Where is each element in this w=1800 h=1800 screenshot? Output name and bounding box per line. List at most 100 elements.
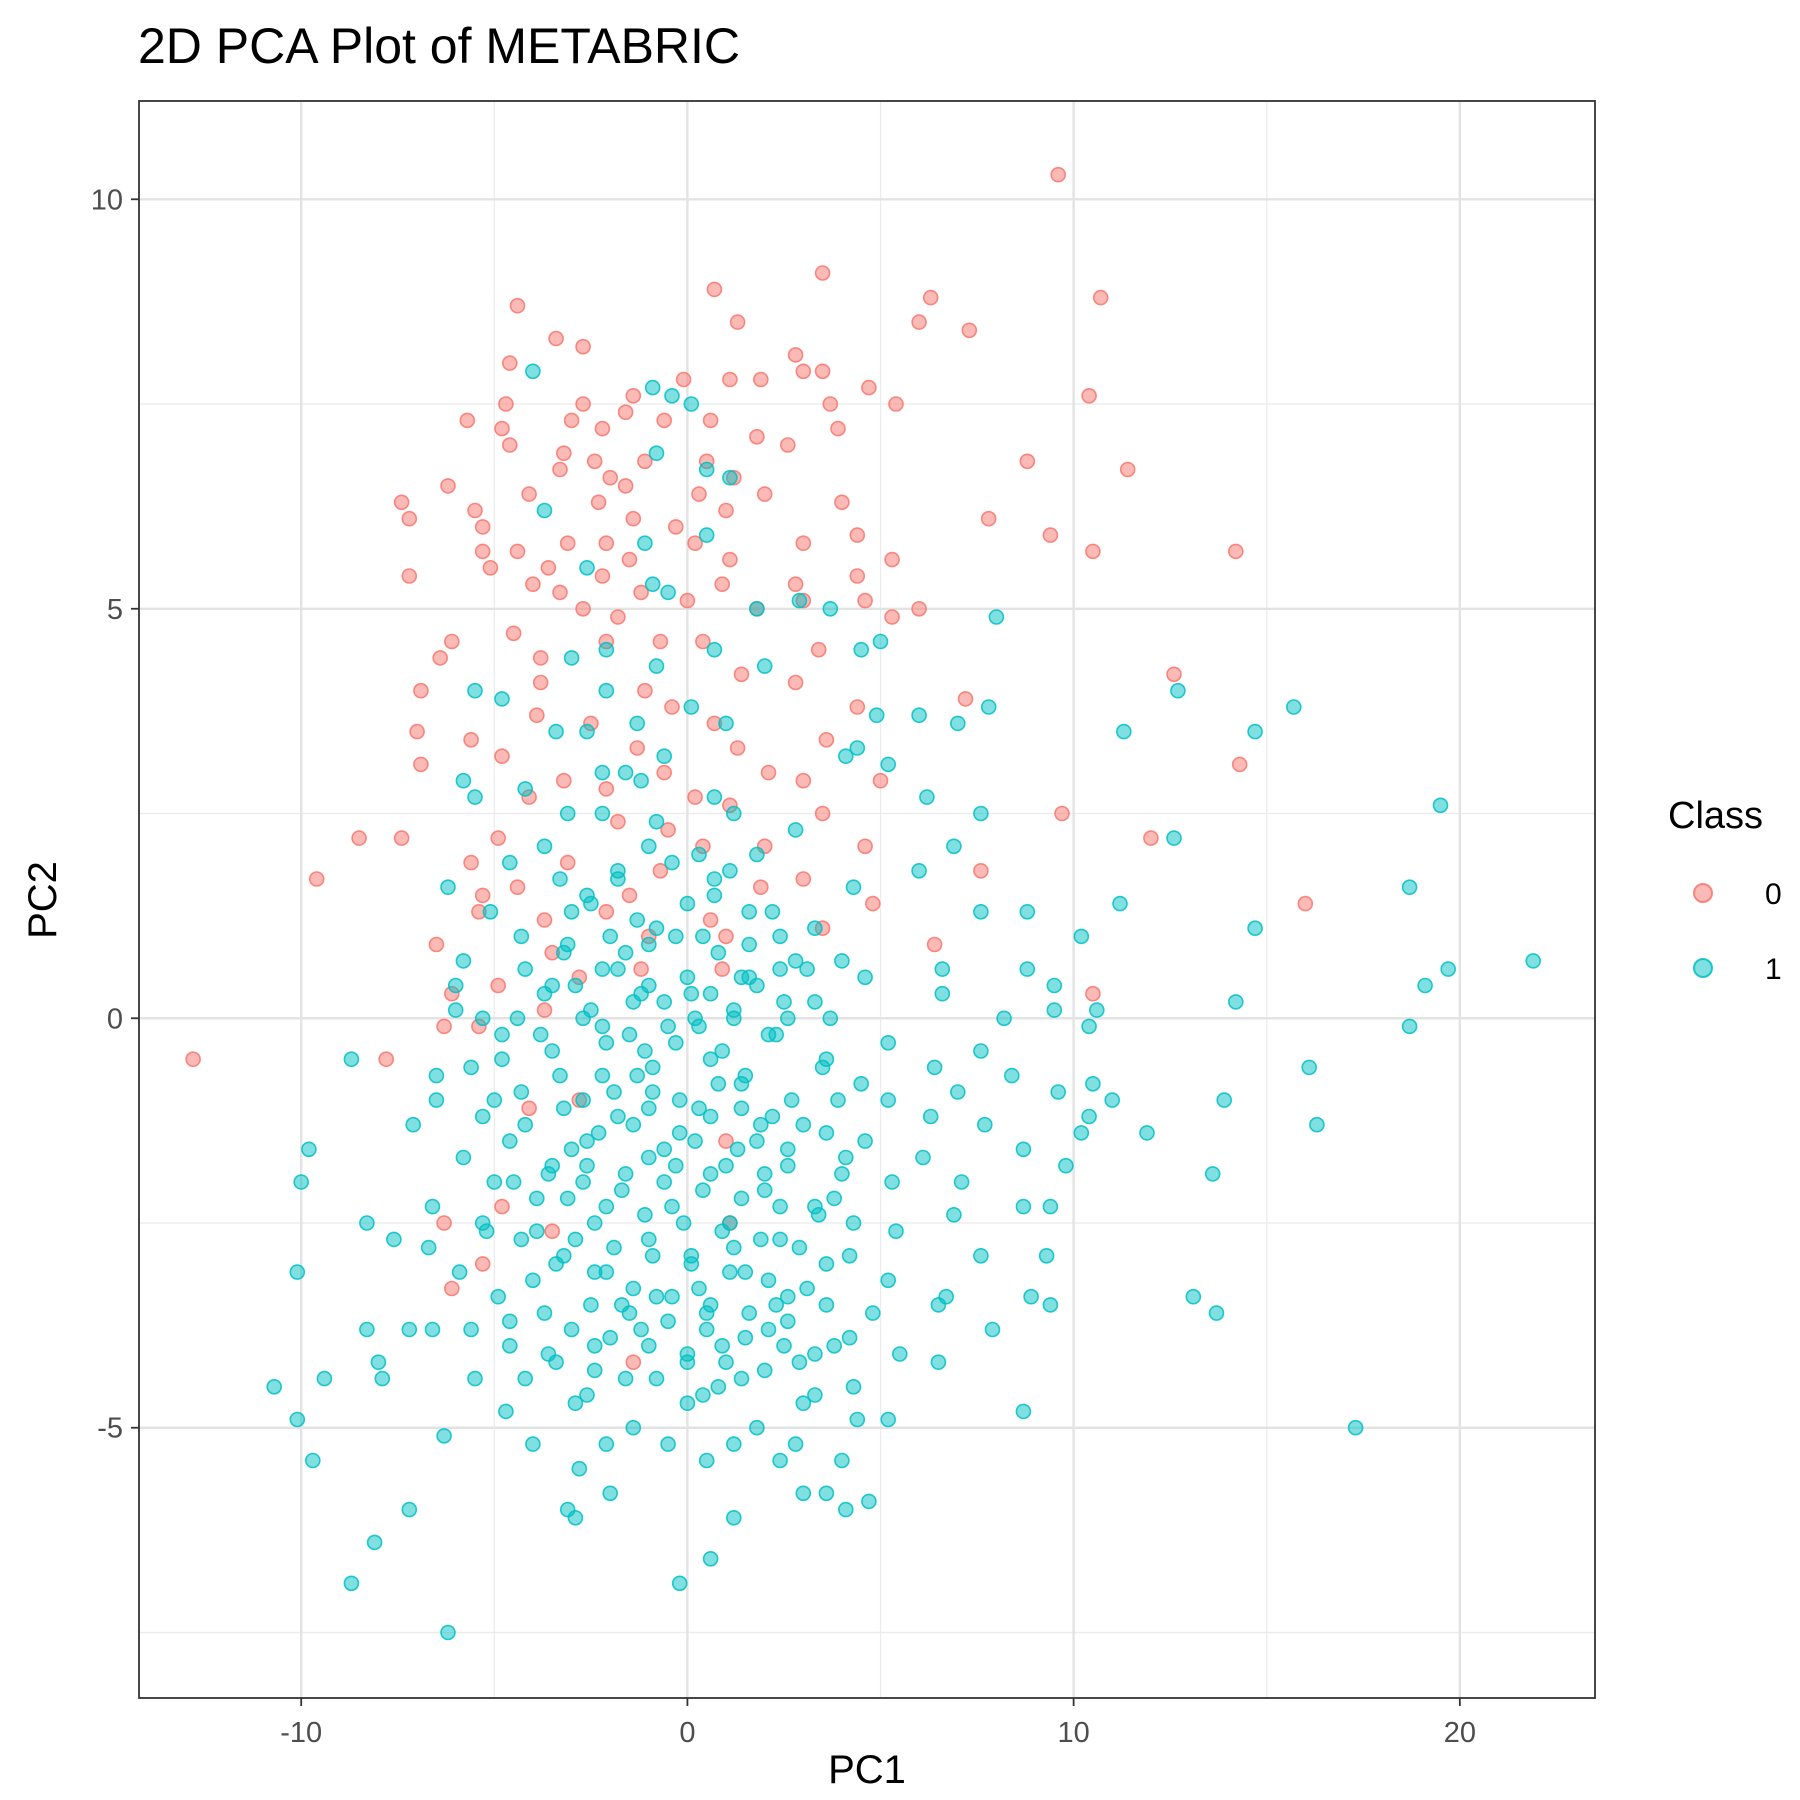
data-point-class-1 (749, 977, 765, 994)
data-point-class-0 (818, 731, 835, 748)
data-point-class-1 (648, 445, 665, 462)
data-point-class-0 (973, 862, 989, 879)
data-point-class-0 (474, 1256, 491, 1272)
data-point-class-0 (598, 903, 615, 920)
data-point-class-0 (548, 330, 564, 347)
data-point-class-1 (648, 813, 665, 830)
data-point-class-1 (1015, 1141, 1032, 1158)
data-point-class-1 (579, 1157, 595, 1174)
data-point-class-0 (590, 494, 607, 511)
data-point-class-1 (509, 1010, 526, 1027)
data-point-class-0 (957, 691, 974, 707)
x-tick-label: 10 (1057, 1717, 1089, 1749)
data-point-class-1 (617, 1370, 634, 1387)
data-point-class-1 (517, 961, 534, 977)
data-point-class-1 (301, 1141, 317, 1158)
data-point-class-1 (440, 1624, 456, 1641)
data-point-class-1 (494, 691, 510, 707)
data-point-class-1 (683, 985, 700, 1002)
data-point-class-1 (884, 1174, 900, 1190)
data-point-class-0 (857, 838, 873, 855)
data-point-class-1 (664, 387, 680, 404)
data-point-class-1 (675, 1215, 692, 1231)
data-point-class-0 (679, 592, 696, 609)
data-point-class-1 (930, 1297, 947, 1313)
data-point-class-0 (729, 740, 746, 756)
data-point-class-1 (1347, 1419, 1364, 1436)
data-point-class-1 (973, 805, 989, 822)
data-point-class-1 (540, 1166, 557, 1182)
data-point-class-0 (559, 535, 576, 552)
data-point-class-1 (664, 1288, 680, 1305)
data-point-class-0 (656, 764, 673, 781)
data-point-class-0 (443, 1280, 460, 1297)
data-point-class-1 (810, 1207, 827, 1223)
data-point-class-1 (598, 641, 615, 658)
data-point-class-1 (795, 1485, 812, 1502)
data-point-class-1 (826, 1190, 843, 1207)
data-point-class-1 (474, 1010, 491, 1027)
data-point-class-1 (698, 527, 715, 543)
data-point-class-1 (1247, 723, 1263, 740)
data-point-class-1 (718, 1157, 734, 1174)
data-point-class-1 (679, 895, 696, 912)
x-axis-ticks: -10 0 10 20 (280, 1698, 1476, 1749)
data-point-class-0 (501, 355, 518, 371)
data-point-class-1 (583, 1297, 599, 1313)
data-point-class-1 (760, 1272, 777, 1289)
data-point-class-0 (586, 453, 603, 470)
data-point-class-1 (702, 1108, 719, 1125)
data-point-class-0 (722, 371, 738, 388)
x-axis-label: PC1 (828, 1748, 906, 1792)
y-tick-label: 5 (107, 594, 123, 626)
data-point-class-0 (401, 510, 418, 527)
data-point-class-1 (594, 805, 611, 822)
data-point-class-1 (880, 1092, 897, 1108)
x-tick-label: 20 (1444, 1717, 1476, 1749)
data-point-class-1 (807, 1387, 823, 1403)
data-point-class-1 (714, 1223, 731, 1239)
data-point-class-1 (594, 1067, 611, 1084)
data-point-class-1 (366, 1534, 383, 1551)
data-point-class-0 (459, 412, 476, 429)
data-point-class-1 (1023, 1288, 1039, 1305)
data-point-class-0 (834, 494, 850, 511)
data-point-class-1 (949, 715, 966, 732)
data-point-class-1 (764, 903, 781, 920)
data-point-class-1 (772, 1452, 788, 1469)
data-point-class-1 (772, 928, 788, 945)
data-point-class-1 (671, 1092, 688, 1108)
legend-label-class-0: 0 (1765, 878, 1782, 911)
data-point-class-1 (1204, 1166, 1221, 1182)
data-point-class-1 (772, 1198, 788, 1215)
data-point-class-1 (857, 1133, 873, 1149)
data-point-class-0 (428, 936, 445, 953)
data-point-class-0 (598, 535, 615, 552)
data-point-class-1 (695, 1387, 711, 1403)
data-point-class-0 (911, 314, 927, 330)
data-point-class-1 (640, 1231, 657, 1248)
data-point-class-0 (440, 478, 456, 494)
data-point-class-1 (671, 1125, 688, 1141)
data-point-class-1 (451, 1264, 468, 1280)
x-tick-label: -10 (280, 1717, 322, 1749)
data-point-class-1 (374, 1370, 391, 1387)
data-point-class-1 (316, 1370, 333, 1387)
data-point-class-1 (1216, 1092, 1232, 1108)
data-point-class-1 (926, 1059, 943, 1076)
data-point-class-1 (934, 985, 951, 1002)
data-point-class-0 (687, 535, 703, 552)
data-point-class-1 (946, 1207, 962, 1223)
data-point-class-1 (725, 805, 742, 822)
data-point-class-1 (911, 707, 927, 724)
data-point-class-0 (536, 912, 553, 928)
data-point-class-0 (629, 740, 646, 756)
data-point-class-1 (567, 1395, 584, 1411)
data-point-class-0 (474, 519, 491, 535)
data-point-class-0 (509, 297, 526, 314)
data-point-class-1 (973, 903, 989, 920)
data-point-class-1 (702, 985, 719, 1002)
data-point-class-0 (660, 822, 676, 838)
data-point-class-1 (640, 1338, 657, 1354)
data-point-class-1 (779, 1288, 796, 1305)
